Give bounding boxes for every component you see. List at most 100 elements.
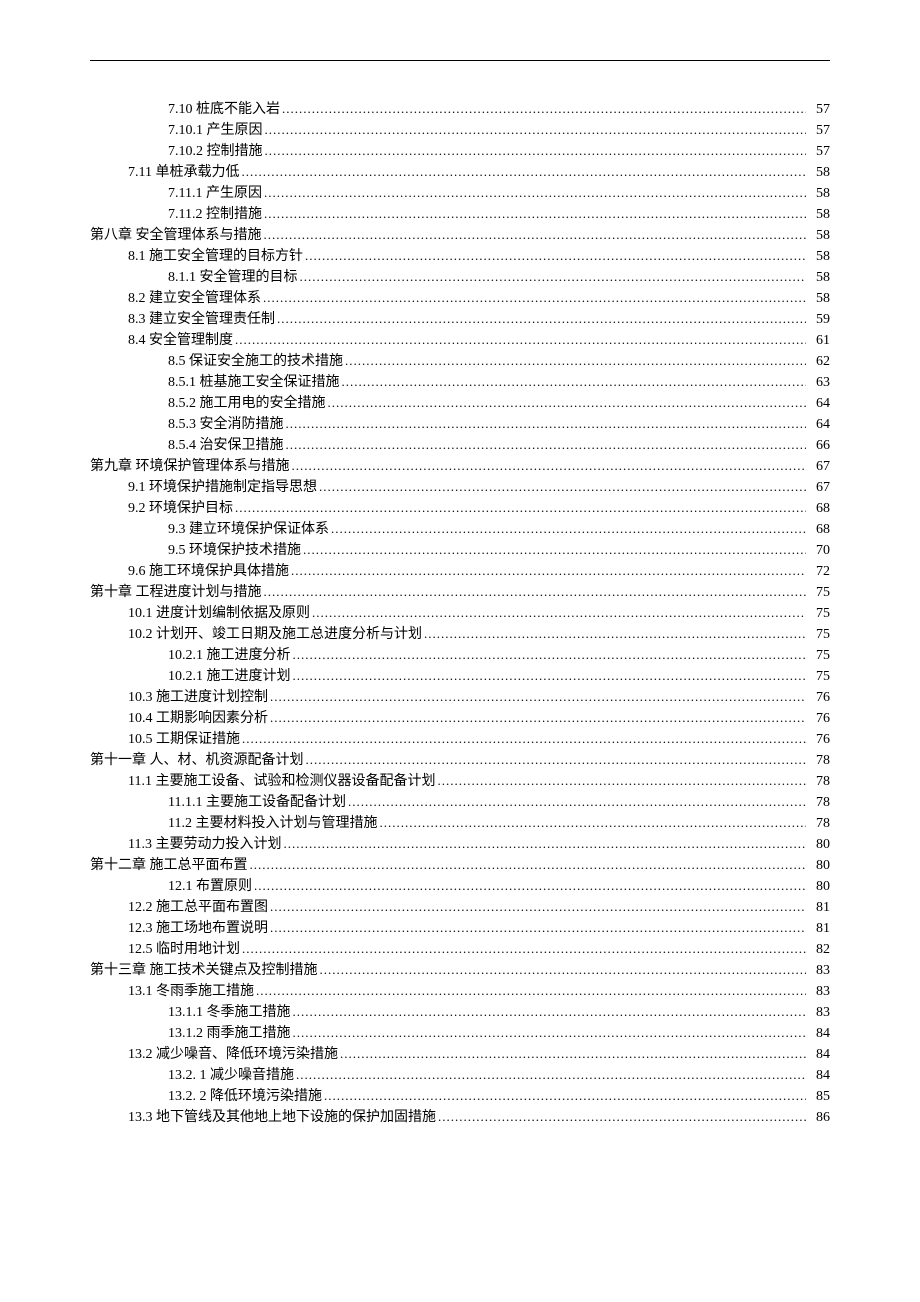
toc-entry: 7.10.1 产生原因 57 [90, 120, 830, 141]
toc-entry-page: 68 [808, 498, 830, 519]
toc-entry-label: 13.1 冬雨季施工措施 [128, 981, 254, 1002]
toc-entry: 8.4 安全管理制度61 [90, 330, 830, 351]
toc-entry: 8.1 施工安全管理的目标方针58 [90, 246, 830, 267]
toc-entry-page: 67 [808, 477, 830, 498]
toc-entry-page: 75 [808, 666, 830, 687]
toc-entry: 第九章 环境保护管理体系与措施67 [90, 456, 830, 477]
toc-entry-leader [264, 582, 807, 603]
toc-entry-leader [277, 309, 806, 330]
toc-entry: 11.2 主要材料投入计划与管理措施78 [90, 813, 830, 834]
toc-entry-page: 75 [808, 603, 830, 624]
toc-entry-leader [286, 435, 807, 456]
toc-entry: 7.10 桩底不能入岩 57 [90, 99, 830, 120]
toc-entry-label: 9.2 环境保护目标 [128, 498, 233, 519]
toc-entry-label: 7.10.1 产生原因 [168, 120, 263, 141]
toc-entry-page: 82 [808, 939, 830, 960]
toc-entry-label: 13.2. 1 减少噪音措施 [168, 1065, 294, 1086]
toc-entry-page: 78 [808, 750, 830, 771]
toc-entry-page: 58 [808, 225, 830, 246]
toc-entry-leader [424, 624, 806, 645]
toc-entry-leader [242, 729, 806, 750]
toc-entry-label: 13.2. 2 降低环境污染措施 [168, 1086, 322, 1107]
toc-entry: 7.11.2 控制措施58 [90, 204, 830, 225]
toc-entry-leader [254, 876, 806, 897]
toc-entry-label: 10.3 施工进度计划控制 [128, 687, 268, 708]
toc-entry-page: 57 [808, 141, 830, 162]
toc-entry-label: 第十三章 施工技术关键点及控制措施 [90, 960, 318, 981]
toc-entry-page: 75 [808, 582, 830, 603]
toc-entry: 13.2. 2 降低环境污染措施85 [90, 1086, 830, 1107]
toc-entry: 8.1.1 安全管理的目标 58 [90, 267, 830, 288]
toc-entry-leader [292, 456, 807, 477]
toc-entry-label: 10.2.1 施工进度计划 [168, 666, 291, 687]
toc-entry-page: 61 [808, 330, 830, 351]
toc-entry-page: 57 [808, 99, 830, 120]
toc-entry-leader [379, 813, 806, 834]
toc-entry: 第八章 安全管理体系与措施 58 [90, 225, 830, 246]
toc-entry-page: 58 [808, 204, 830, 225]
toc-entry-label: 7.10 桩底不能入岩 [168, 99, 280, 120]
toc-entry-label: 12.1 布置原则 [168, 876, 252, 897]
toc-entry: 12.2 施工总平面布置图81 [90, 897, 830, 918]
toc-entry-label: 10.2.1 施工进度分析 [168, 645, 291, 666]
toc-entry-leader [270, 708, 806, 729]
toc-entry-page: 76 [808, 687, 830, 708]
toc-entry: 12.1 布置原则 80 [90, 876, 830, 897]
toc-entry: 第十章 工程进度计划与措施75 [90, 582, 830, 603]
toc-entry-label: 13.1.1 冬季施工措施 [168, 1002, 291, 1023]
toc-entry-leader [265, 120, 807, 141]
toc-entry: 9.2 环境保护目标 68 [90, 498, 830, 519]
toc-entry-label: 9.3 建立环境保护保证体系 [168, 519, 329, 540]
toc-entry-label: 11.3 主要劳动力投入计划 [128, 834, 281, 855]
toc-entry-page: 67 [808, 456, 830, 477]
toc-entry-leader [291, 561, 806, 582]
table-of-contents: 7.10 桩底不能入岩577.10.1 产生原因577.10.2 控制措施577… [90, 99, 830, 1128]
toc-entry-page: 58 [808, 267, 830, 288]
toc-entry-label: 8.5.2 施工用电的安全措施 [168, 393, 326, 414]
toc-entry-label: 第八章 安全管理体系与措施 [90, 225, 262, 246]
toc-entry-label: 8.5.4 治安保卫措施 [168, 435, 284, 456]
toc-entry-leader [300, 267, 807, 288]
toc-entry-label: 8.1.1 安全管理的目标 [168, 267, 298, 288]
toc-entry-page: 72 [808, 561, 830, 582]
toc-entry-page: 75 [808, 645, 830, 666]
toc-entry: 8.2 建立安全管理体系58 [90, 288, 830, 309]
toc-entry-page: 80 [808, 855, 830, 876]
toc-entry-page: 76 [808, 729, 830, 750]
toc-entry-page: 80 [808, 834, 830, 855]
toc-entry-label: 7.10.2 控制措施 [168, 141, 263, 162]
toc-entry: 13.1.2 雨季施工措施84 [90, 1023, 830, 1044]
toc-entry: 7.11 单桩承载力低58 [90, 162, 830, 183]
toc-entry: 10.2.1 施工进度计划 75 [90, 666, 830, 687]
toc-entry-leader [264, 225, 807, 246]
toc-entry-label: 10.4 工期影响因素分析 [128, 708, 268, 729]
toc-entry: 11.3 主要劳动力投入计划 80 [90, 834, 830, 855]
toc-entry-page: 57 [808, 120, 830, 141]
toc-entry-page: 84 [808, 1023, 830, 1044]
toc-entry-leader [241, 162, 806, 183]
toc-entry-page: 76 [808, 708, 830, 729]
toc-entry-leader [293, 1023, 807, 1044]
toc-entry-leader [303, 540, 806, 561]
toc-entry-label: 8.3 建立安全管理责任制 [128, 309, 275, 330]
toc-entry-leader [296, 1065, 806, 1086]
toc-entry-leader [293, 666, 807, 687]
header-divider [90, 60, 830, 61]
toc-entry-page: 58 [808, 288, 830, 309]
toc-entry-leader [250, 855, 807, 876]
toc-entry-leader [331, 519, 806, 540]
toc-entry-label: 第十二章 施工总平面布置 [90, 855, 248, 876]
toc-entry-page: 63 [808, 372, 830, 393]
toc-entry-page: 80 [808, 876, 830, 897]
toc-entry-leader [348, 792, 806, 813]
toc-entry-leader [283, 834, 806, 855]
toc-entry: 第十二章 施工总平面布置 80 [90, 855, 830, 876]
toc-entry: 8.5.4 治安保卫措施66 [90, 435, 830, 456]
toc-entry-page: 78 [808, 813, 830, 834]
toc-entry-leader [264, 204, 806, 225]
toc-entry: 第十一章 人、材、机资源配备计划78 [90, 750, 830, 771]
toc-entry-page: 58 [808, 183, 830, 204]
toc-entry-label: 7.11 单桩承载力低 [128, 162, 239, 183]
toc-entry-leader [345, 351, 806, 372]
toc-entry-leader [312, 603, 806, 624]
